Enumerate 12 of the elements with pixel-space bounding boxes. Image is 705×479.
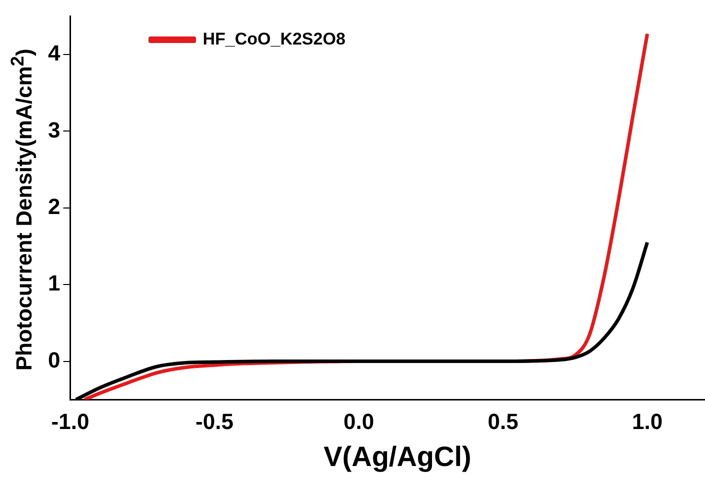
legend-label: HF_CoO_K2S2O8 [202, 29, 346, 48]
x-tick-label: 0.0 [343, 408, 374, 434]
y-tick-label: 4 [48, 40, 61, 66]
x-tick-label: -1.0 [51, 408, 90, 434]
x-axis-title: V(Ag/AgCl) [322, 441, 472, 473]
x-tick-label: 0.5 [488, 408, 518, 434]
y-tick-label: 2 [48, 194, 60, 219]
y-tick-label: 0 [48, 347, 60, 372]
y-tick-label: 3 [48, 117, 60, 142]
y-tick-label: 1 [48, 270, 60, 296]
x-tick-label: 1.0 [632, 408, 663, 434]
x-tick-label: -0.5 [196, 408, 234, 434]
